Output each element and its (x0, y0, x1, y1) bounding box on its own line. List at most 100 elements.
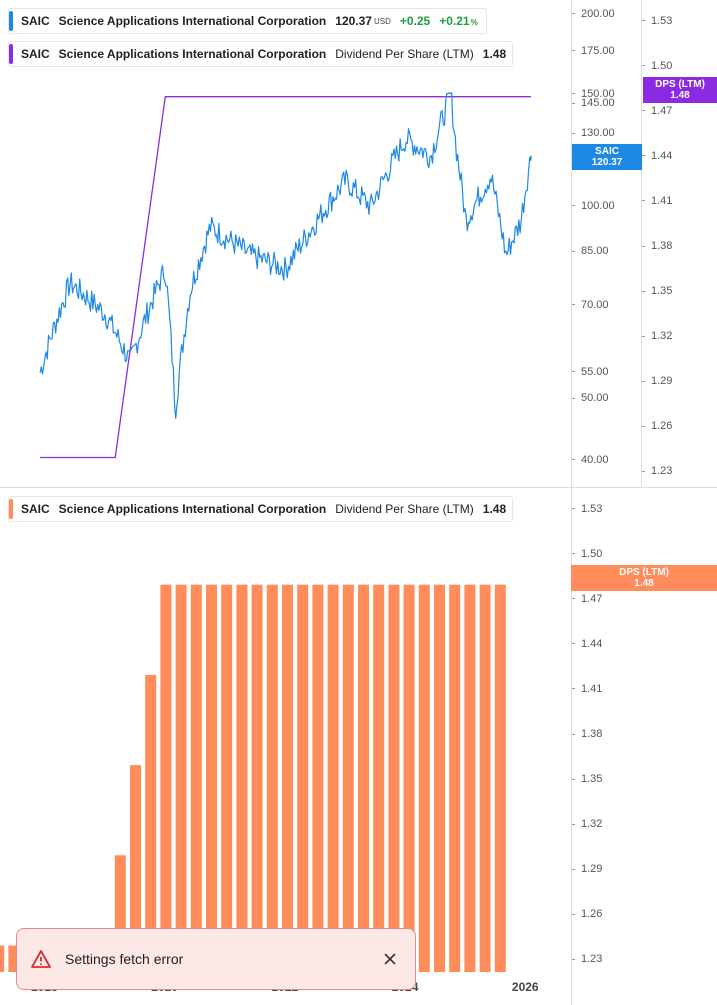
legend-ticker: SAIC (21, 502, 50, 516)
change-pct-value: +0.21 (439, 14, 470, 28)
dps-tick: 1.23 (642, 465, 672, 477)
dps-bar (464, 584, 476, 972)
dps-bar (175, 584, 187, 972)
legend-company: Science Applications International Corpo… (58, 502, 327, 516)
saic-price-badge: SAIC 120.37 (572, 144, 642, 170)
legend-company: Science Applications International Corpo… (58, 14, 327, 28)
dps-axis-bottom[interactable]: 1.53 1.50 1.47 1.44 1.41 1.38 1.35 1.32 1.29 1.26… (571, 488, 717, 1005)
price-chart-svg (39, 91, 532, 459)
dps-legend-bottom: SAIC Science Applications International … (8, 496, 514, 522)
dps-tick: 1.23 (572, 953, 602, 965)
dps-tick: 1.38 (642, 240, 672, 252)
legend-price: 120.37 (335, 14, 372, 28)
legend-metric: Dividend Per Share (LTM) (335, 47, 474, 61)
toast-message: Settings fetch error (65, 951, 184, 967)
legend-ticker: SAIC (21, 14, 50, 28)
legend-change: +0.25 (399, 14, 431, 28)
dps-tick: 1.26 (572, 908, 602, 920)
price-tick: 200.00 (572, 8, 615, 20)
dps-bar (251, 584, 263, 972)
price-tick: 55.00 (572, 366, 609, 378)
legend-currency: USD (373, 16, 391, 26)
dps-tick: 1.26 (642, 420, 672, 432)
dps-bar (8, 945, 20, 972)
badge-label: DPS (LTM) (655, 79, 705, 90)
dps-legend-color (9, 499, 13, 519)
dps-bar (494, 584, 506, 972)
price-tick: 130.00 (572, 127, 615, 139)
dps-tick: 1.47 (642, 105, 672, 117)
dps-bar (312, 584, 324, 972)
dps-bar (297, 584, 309, 972)
legend-ticker: SAIC (21, 47, 50, 61)
dps-tick: 1.50 (642, 60, 672, 72)
legend-metric: Dividend Per Share (LTM) (335, 502, 474, 516)
dps-bar (418, 584, 430, 972)
dps-tick: 1.32 (642, 330, 672, 342)
pane-divider[interactable] (0, 487, 717, 488)
price-tick: 175.00 (572, 45, 615, 57)
price-tick: 70.00 (572, 299, 609, 311)
price-tick: 100.00 (572, 200, 615, 212)
dps-bar (373, 584, 385, 972)
dps-tick: 1.29 (642, 375, 672, 387)
legend-value: 1.48 (482, 502, 507, 516)
close-icon (384, 953, 396, 965)
dps-bar (130, 765, 141, 972)
dps-tick: 1.47 (572, 593, 602, 605)
price-tick: 50.00 (572, 392, 609, 404)
x-axis-label: 2026 (511, 980, 539, 994)
dps-tick: 1.41 (572, 683, 602, 695)
dps-bar (145, 674, 157, 972)
price-axis[interactable]: 200.00175.00150.00145.00130.00115.00100.… (571, 0, 642, 487)
dps-line (40, 96, 531, 459)
badge-value: 1.48 (670, 90, 690, 101)
dps-bar (327, 584, 339, 972)
legend-change-pct: +0.21% (439, 14, 478, 28)
dps-tick: 1.53 (572, 503, 602, 515)
dps-bar (114, 855, 126, 972)
price-chart-pane[interactable]: SAIC Science Applications International … (0, 0, 571, 487)
price-tick: 145.00 (572, 97, 615, 109)
dps-bar (388, 584, 400, 972)
badge-label: DPS (LTM) (619, 567, 669, 578)
dps-tick: 1.50 (572, 548, 602, 560)
dps-tick: 1.35 (642, 285, 672, 297)
pct-sign: % (470, 18, 478, 27)
dps-tick: 1.29 (572, 863, 602, 875)
badge-value: 120.37 (591, 157, 623, 168)
dps-tick: 1.32 (572, 818, 602, 830)
dps-tick: 1.53 (642, 15, 672, 27)
dps-bar (342, 584, 354, 972)
badge-label: SAIC (595, 146, 619, 157)
dps-legend-color (9, 44, 13, 64)
dps-bar (358, 584, 369, 972)
price-tick: 85.00 (572, 245, 609, 257)
dps-tick: 1.44 (572, 638, 602, 650)
dps-tick: 1.44 (642, 150, 672, 162)
dps-bar (282, 584, 293, 972)
warning-icon (31, 950, 51, 968)
dps-bar (0, 945, 5, 972)
price-legend-color (9, 11, 13, 31)
price-legend: SAIC Science Applications International … (8, 8, 487, 34)
dps-bar (206, 584, 217, 972)
close-button[interactable] (379, 948, 401, 970)
badge-value: 1.48 (634, 578, 654, 589)
price-tick: 40.00 (572, 454, 609, 466)
dps-axis-top[interactable]: 1.53 1.50 1.47 1.44 1.41 1.38 1.35 1.32 1.29 1.26… (641, 0, 717, 487)
legend-company: Science Applications International Corpo… (58, 47, 327, 61)
dps-bar (160, 584, 172, 972)
dps-bar (221, 584, 233, 972)
dps-badge-bottom: DPS (LTM) 1.48 (571, 565, 717, 591)
dps-tick: 1.38 (572, 728, 602, 740)
dps-bar (434, 584, 445, 972)
dps-badge-top: DPS (LTM) 1.48 (643, 77, 717, 103)
dps-bar (403, 584, 415, 972)
error-toast: Settings fetch error (16, 928, 416, 990)
dps-tick: 1.35 (572, 773, 602, 785)
legend-value: 1.48 (482, 47, 507, 61)
dps-bar (479, 584, 491, 972)
dps-bar (190, 584, 202, 972)
dps-bar (236, 584, 248, 972)
